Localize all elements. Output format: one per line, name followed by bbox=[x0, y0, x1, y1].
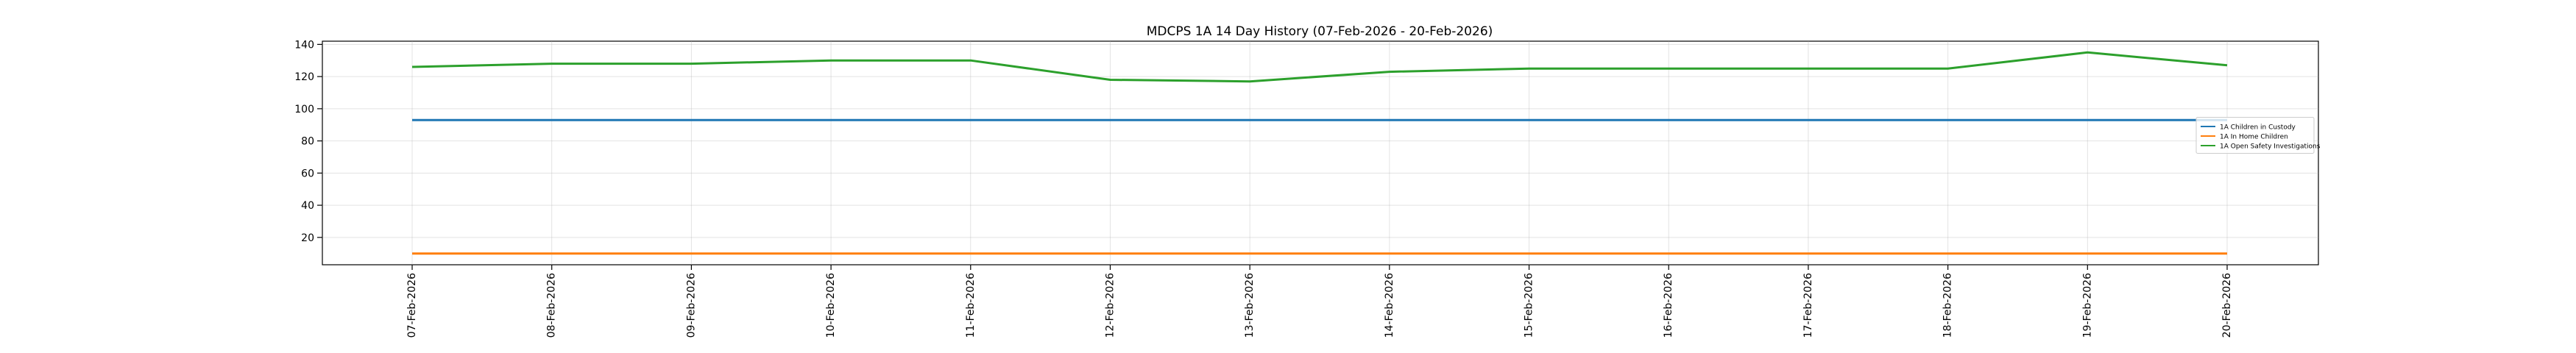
x-tick-label: 07-Feb-2026 bbox=[406, 273, 418, 338]
y-tick-label: 100 bbox=[294, 104, 314, 115]
x-tick-label: 17-Feb-2026 bbox=[1802, 273, 1814, 338]
x-tick-label: 12-Feb-2026 bbox=[1104, 273, 1116, 338]
x-tick-label: 09-Feb-2026 bbox=[685, 273, 697, 338]
y-tick-label: 60 bbox=[301, 168, 314, 179]
y-tick-label: 140 bbox=[294, 39, 314, 51]
y-tick-label: 80 bbox=[301, 136, 314, 148]
series-line-3 bbox=[411, 51, 2228, 83]
x-tick-label: 10-Feb-2026 bbox=[825, 273, 837, 338]
x-tick-label: 19-Feb-2026 bbox=[2081, 273, 2093, 338]
x-tick-label: 18-Feb-2026 bbox=[1942, 273, 1954, 338]
x-tick-label: 20-Feb-2026 bbox=[2221, 273, 2233, 338]
x-tick-label: 14-Feb-2026 bbox=[1384, 273, 1395, 338]
y-tick-label: 40 bbox=[301, 200, 314, 212]
legend-label: 1A Open Safety Investigations bbox=[2220, 143, 2321, 151]
legend-label: 1A Children in Custody bbox=[2220, 124, 2296, 132]
series-lines bbox=[411, 51, 2228, 255]
legend-label: 1A In Home Children bbox=[2220, 134, 2288, 141]
legend-frame bbox=[2195, 117, 2315, 154]
legend: 1A Children in Custody 1A In Home Childre… bbox=[2195, 117, 2321, 154]
y-tick-label: 120 bbox=[294, 71, 314, 83]
y-axis: 20 40 60 80 100 120 140 bbox=[294, 39, 322, 244]
x-axis: 07-Feb-2026 08-Feb-2026 09-Feb-2026 10-Feb-… bbox=[406, 265, 2233, 338]
y-tick-label: 20 bbox=[301, 232, 314, 244]
x-tick-label: 16-Feb-2026 bbox=[1663, 273, 1674, 338]
x-tick-label: 13-Feb-2026 bbox=[1244, 273, 1256, 338]
x-tick-label: 11-Feb-2026 bbox=[965, 273, 977, 338]
x-tick-label: 08-Feb-2026 bbox=[546, 273, 558, 338]
chart-title: MDCPS 1A 14 Day History (07-Feb-2026 - 2… bbox=[1147, 24, 1493, 39]
x-tick-label: 15-Feb-2026 bbox=[1524, 273, 1535, 338]
plot-area bbox=[322, 40, 2319, 265]
